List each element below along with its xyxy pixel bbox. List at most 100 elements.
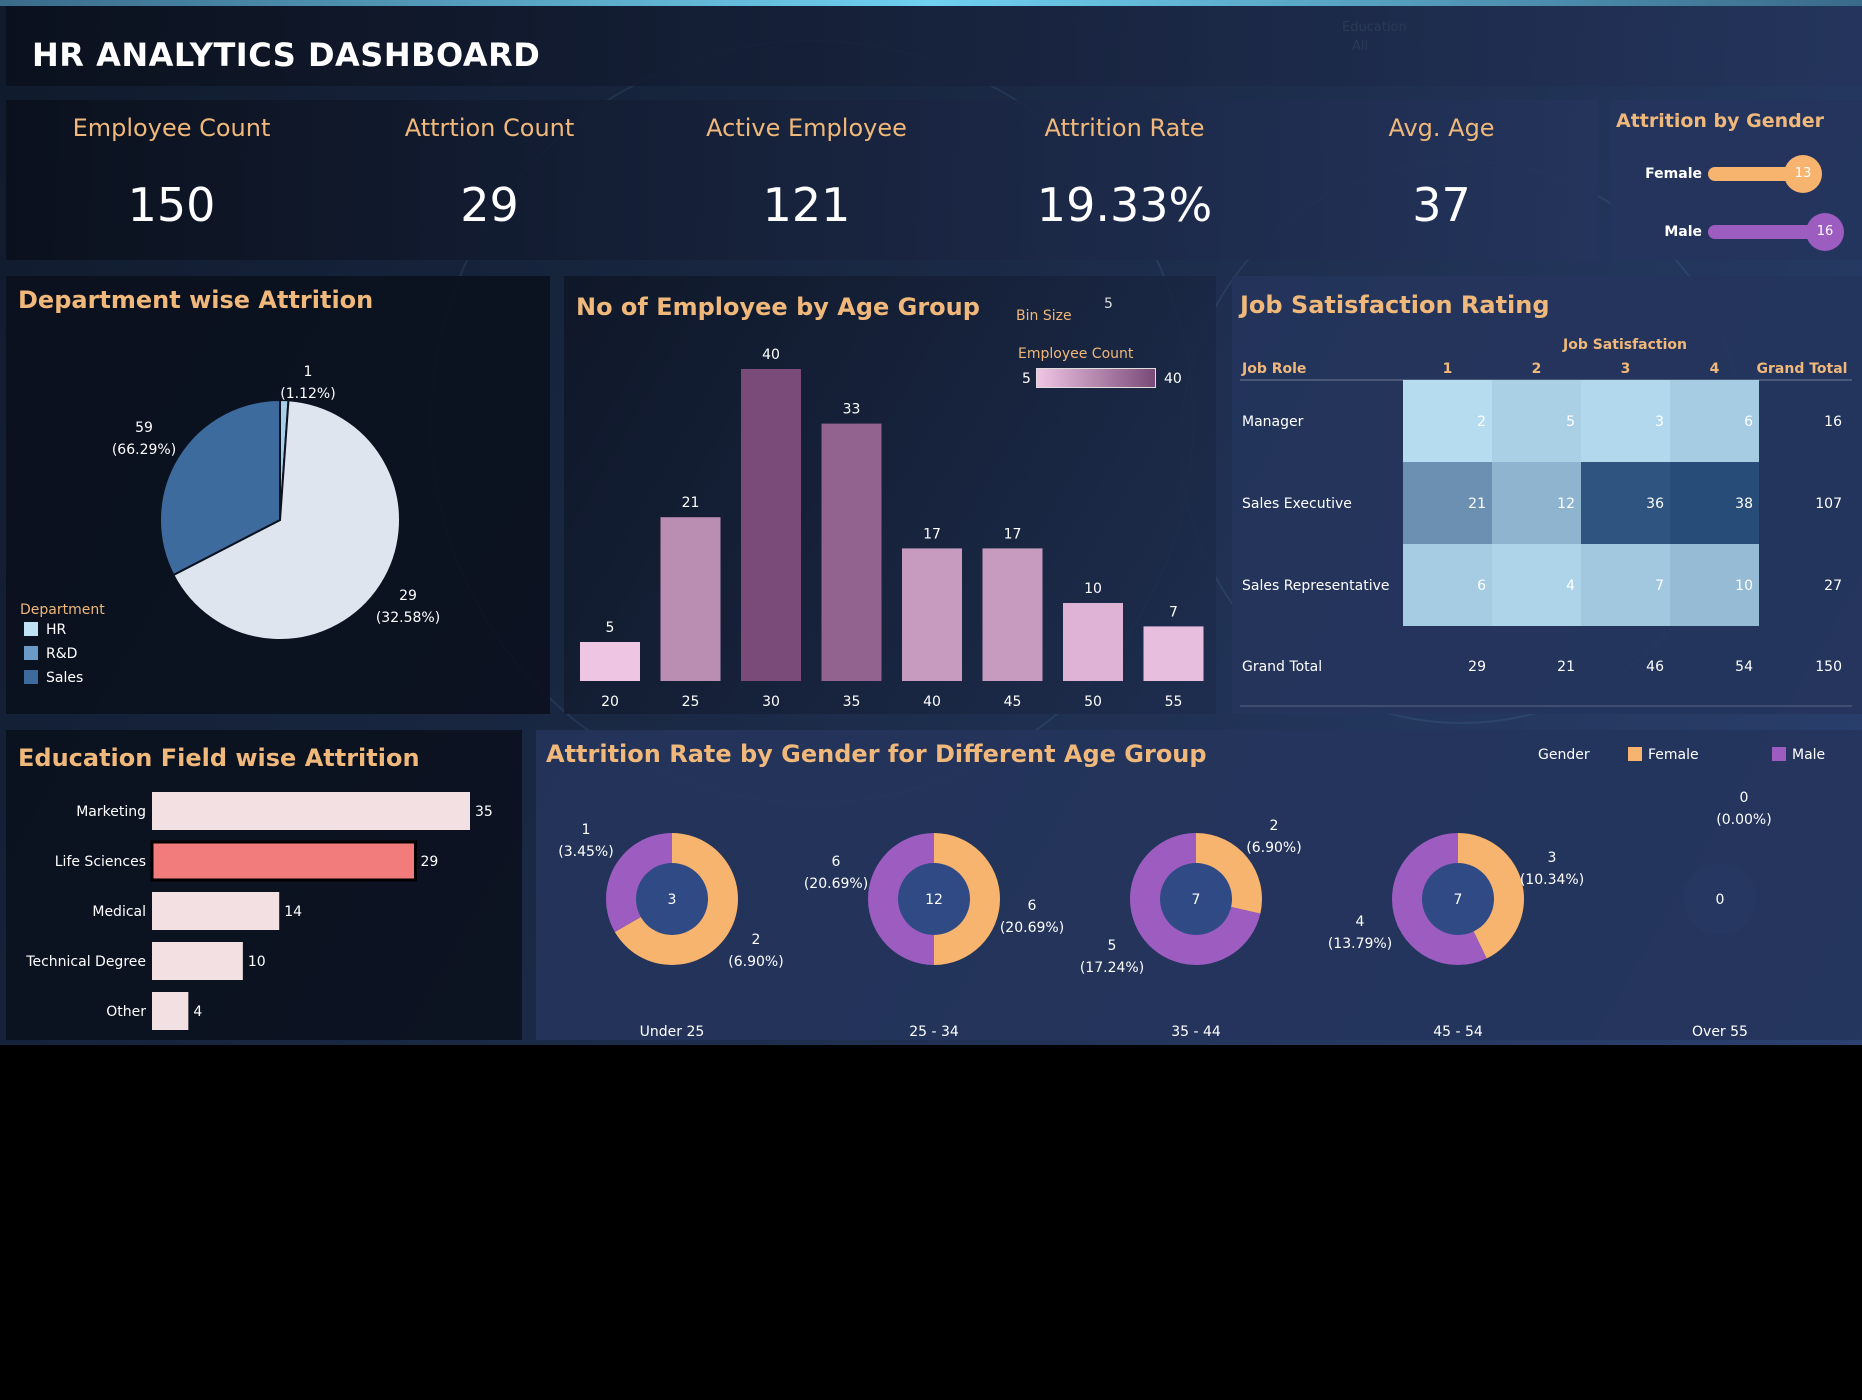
legend-label: R&D — [46, 646, 77, 662]
education-filter-value[interactable]: All — [1352, 39, 1369, 54]
donut-hole — [898, 863, 970, 935]
female-value-bubble: 13 — [1784, 155, 1822, 193]
heatmap-cell — [1581, 544, 1670, 626]
female-percent-label: (6.90%) — [728, 954, 783, 970]
donut-center-label: 7 — [1192, 892, 1201, 908]
age-group-panel: No of Employee by Age Group Bin Size 5 E… — [564, 276, 1216, 714]
heatmap-cell-value: 10 — [1735, 578, 1753, 594]
pie-slice-sales — [172, 399, 401, 641]
kpi-value: 121 — [762, 178, 851, 232]
legend-title: Employee Count — [1018, 346, 1134, 362]
row-header: Job Role — [1241, 361, 1306, 377]
heatmap-cell — [1492, 380, 1581, 462]
kpi-attrition-rate: Attrition Rate 19.33% — [966, 100, 1283, 260]
age-group-label: 25 - 34 — [909, 1024, 959, 1040]
x-tick-label: 35 — [843, 694, 861, 710]
panel-title: Attrition Rate by Gender for Different A… — [546, 740, 1207, 768]
female-percent-label: (10.34%) — [1520, 872, 1584, 888]
panel-title: Job Satisfaction Rating — [1240, 291, 1550, 319]
heatmap-cell-value: 38 — [1735, 496, 1753, 512]
heatmap-cell-value: 6 — [1744, 414, 1753, 430]
bin-size-label: Bin Size — [1016, 308, 1072, 324]
education-filter-label[interactable]: Education — [1342, 20, 1407, 35]
column-header: 2 — [1532, 361, 1542, 377]
legend-swatch — [24, 646, 38, 660]
kpi-active-employee: Active Employee 121 — [648, 100, 965, 260]
kpi-label: Avg. Age — [1388, 114, 1495, 142]
kpi-label: Attrtion Count — [404, 114, 575, 142]
panel-title: Department wise Attrition — [18, 286, 374, 314]
donut-center-label: 3 — [668, 892, 677, 908]
legend-swatch-male — [1772, 747, 1786, 761]
x-tick-label: 55 — [1165, 694, 1183, 710]
row-total: 27 — [1824, 578, 1842, 594]
category-label: Life Sciences — [55, 854, 146, 870]
attrition-by-gender-panel: Attrition by Gender Female 13 Male 16 — [1610, 100, 1862, 260]
department-pie-chart: 1(1.12%)29(32.58%)59(66.29%) Department … — [20, 364, 440, 686]
legend-swatch — [24, 622, 38, 636]
legend-label-female: Female — [1648, 747, 1699, 763]
female-value-label: 0 — [1740, 790, 1749, 806]
x-tick-label: 40 — [923, 694, 941, 710]
heatmap-cell-value: 21 — [1468, 496, 1486, 512]
slice-value-label: 1 — [304, 364, 313, 380]
male-percent-label: (13.79%) — [1328, 936, 1392, 952]
slice-percent-label: (1.12%) — [280, 386, 335, 402]
row-label: Sales Representative — [1242, 578, 1390, 594]
panel-title: Education Field wise Attrition — [18, 744, 420, 772]
bar-age-55 — [1143, 626, 1204, 681]
kpi-strip: Employee Count 150 Attrtion Count 29 Act… — [6, 100, 1598, 260]
column-group-header: Job Satisfaction — [1562, 337, 1687, 353]
bar-value-label: 10 — [1084, 581, 1102, 597]
bar-value-label: 29 — [420, 854, 438, 870]
male-value-label: 5 — [1108, 938, 1117, 954]
male-label: Male — [1664, 224, 1702, 240]
category-label: Medical — [92, 904, 146, 920]
male-value-bubble: 16 — [1806, 213, 1844, 251]
heatmap-cell — [1670, 544, 1759, 626]
legend-label: Sales — [46, 670, 83, 686]
slice-percent-label: (66.29%) — [112, 442, 176, 458]
legend-title: Gender — [1538, 747, 1590, 763]
male-value-label: 4 — [1356, 914, 1365, 930]
row-label: Sales Executive — [1242, 496, 1352, 512]
slice-value-label: 29 — [399, 588, 417, 604]
kpi-employee-count: Employee Count 150 — [13, 100, 330, 260]
column-header: 1 — [1443, 361, 1453, 377]
kpi-value: 150 — [127, 178, 216, 232]
slice-percent-label: (32.58%) — [376, 610, 440, 626]
heatmap-cell-value: 12 — [1557, 496, 1575, 512]
heatmap-cell-value: 7 — [1655, 578, 1664, 594]
legend-label: HR — [46, 622, 67, 638]
slice-value-label: 59 — [135, 420, 153, 436]
bar-value-label: 7 — [1169, 604, 1178, 620]
male-percent-label: (17.24%) — [1080, 960, 1144, 976]
donut-center-label: 7 — [1454, 892, 1463, 908]
bar-value-label: 17 — [1004, 526, 1022, 542]
column-header: 4 — [1710, 361, 1720, 377]
gender-age-donut-chart: Gender Female Male 3 Under 25 2 (6.90%) 1 (3.45… — [558, 747, 1825, 1040]
heatmap-cell-value: 6 — [1477, 578, 1486, 594]
bar-value-label: 21 — [682, 495, 700, 511]
bar-age-30 — [741, 369, 801, 681]
heatmap-cell — [1581, 462, 1670, 544]
row-total: 107 — [1815, 496, 1842, 512]
bar-age-35 — [821, 423, 882, 681]
bar-life-sciences — [150, 840, 417, 882]
bar-value-label: 17 — [923, 526, 941, 542]
row-total: 16 — [1824, 414, 1842, 430]
row-label: Manager — [1242, 414, 1304, 430]
kpi-label: Employee Count — [72, 114, 271, 142]
legend-swatch-female — [1628, 747, 1642, 761]
bar-age-20 — [580, 642, 640, 681]
donut-hole — [636, 863, 708, 935]
bar-age-25 — [660, 517, 721, 681]
page-title: HR ANALYTICS DASHBOARD — [32, 36, 541, 74]
panel-title: No of Employee by Age Group — [576, 293, 980, 321]
female-value-label: 3 — [1548, 850, 1557, 866]
bin-size-value[interactable]: 5 — [1104, 296, 1113, 312]
age-group-bar-chart: 5 20 21 25 40 30 33 35 17 40 17 45 10 50 7 55 — [580, 347, 1204, 710]
grand-total-header: Grand Total — [1757, 361, 1848, 377]
bar-value-label: 4 — [193, 1004, 202, 1020]
